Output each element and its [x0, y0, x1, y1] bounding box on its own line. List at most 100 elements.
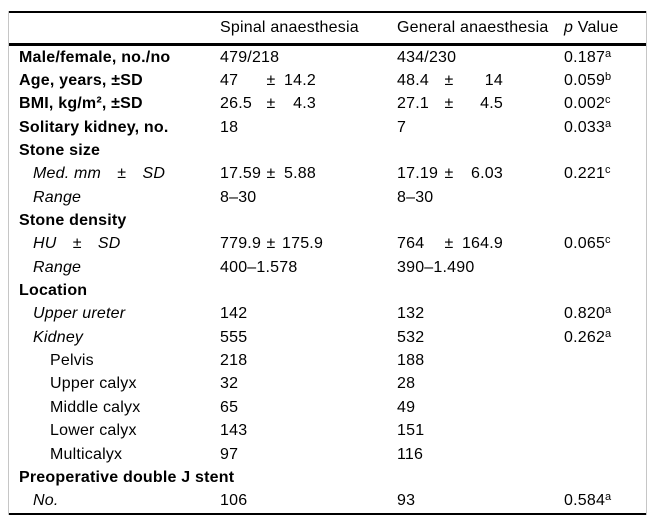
mean-value: 47 [220, 72, 239, 90]
general-anaesthesia-cell: 8–30 [397, 188, 564, 206]
row-label: Stone density [19, 212, 127, 230]
mean-value: 17.59 [220, 165, 262, 183]
row-label: Range [33, 258, 82, 276]
row-label: Age, years, ±SD [19, 72, 143, 90]
general-anaesthesia-cell: 49 [397, 398, 564, 416]
table-row: No. 106 93 0.584a [9, 490, 646, 513]
sd-value: 14 [484, 72, 503, 90]
spinal-anaesthesia-cell: 218 [220, 353, 397, 369]
p-value: 0.221 [564, 165, 606, 183]
p-value-cell: 0.584a [564, 491, 646, 510]
cell-value: 93 [397, 492, 416, 510]
mean-value: 27.1 [397, 95, 429, 113]
p-value: 0.262 [564, 328, 606, 346]
mean-value: 764 [397, 235, 425, 253]
plus-minus-symbol: ± [444, 95, 454, 113]
p-value-italic-p: p [564, 19, 574, 36]
p-value-footnote-marker: a [605, 327, 612, 340]
row-label: Location [19, 282, 88, 300]
p-value-cell: 0.059b [564, 71, 646, 90]
row-label: Range [33, 188, 82, 206]
general-anaesthesia-cell: 764 ±164.9 [397, 236, 564, 252]
row-label: HU ± SD [33, 235, 121, 253]
table-row: Upper ureter 142 132 0.820a [9, 303, 646, 326]
p-value: 0.187 [564, 48, 606, 66]
row-label: Solitary kidney, no. [19, 118, 169, 136]
general-anaesthesia-cell: 434/230 [397, 49, 564, 66]
mean-value: 26.5 [220, 95, 252, 113]
spinal-anaesthesia-cell: 32 [220, 376, 397, 392]
table-row: HU ± SD 779.9 ±175.9 764 ±164.9 0.065c [9, 233, 646, 256]
general-anaesthesia-cell: 48.4 ±14 [397, 73, 564, 89]
general-anaesthesia-cell: 28 [397, 376, 564, 392]
p-value-cell: 0.820a [564, 304, 646, 323]
spinal-anaesthesia-cell: 18 [220, 118, 397, 136]
header-spinal-anaesthesia: Spinal anaesthesia [220, 19, 359, 36]
p-value-cell: 0.033a [564, 117, 646, 136]
cell-value: 7 [397, 118, 407, 136]
header-p-value: p Value [564, 20, 646, 36]
spinal-anaesthesia-cell: 779.9 ±175.9 [220, 236, 397, 252]
table-row: Pelvis 218 188 [9, 349, 646, 372]
table-row: Med. mm ± SD 17.59 ±5.88 17.19 ±6.03 0.221… [9, 163, 646, 186]
cell-value: 555 [220, 328, 248, 346]
row-label: No. [33, 492, 59, 510]
row-label: Upper calyx [50, 375, 137, 393]
row-label: Pelvis [50, 352, 94, 370]
p-value-cell: 0.002c [564, 94, 646, 113]
general-anaesthesia-cell: 93 [397, 493, 564, 509]
p-value: 0.065 [564, 235, 606, 253]
comparison-table: Spinal anaesthesia General anaesthesia p… [8, 11, 647, 515]
general-anaesthesia-cell: 532 [397, 329, 564, 346]
general-anaesthesia-cell: 27.1 ±4.5 [397, 96, 564, 112]
general-anaesthesia-cell: 7 [397, 118, 564, 136]
row-label: Male/female, no./no [19, 48, 171, 66]
sd-value: 175.9 [282, 235, 324, 253]
cell-value: 65 [220, 398, 239, 416]
cell-value: 390–1.490 [397, 258, 475, 276]
table-row: Range 8–30 8–30 [9, 186, 646, 209]
cell-value: 49 [397, 398, 416, 416]
cell-value: 479/218 [220, 48, 280, 66]
p-value-cell: 0.221c [564, 165, 646, 183]
plus-minus-symbol: ± [266, 95, 276, 113]
p-value: 0.820 [564, 305, 606, 323]
p-value: 0.002 [564, 95, 606, 113]
table-body: Male/female, no./no 479/218 434/230 0.18… [9, 46, 646, 513]
cell-value: 106 [220, 492, 248, 510]
table-row: Male/female, no./no 479/218 434/230 0.18… [9, 46, 646, 69]
row-label: Lower calyx [50, 422, 137, 440]
plus-minus-symbol: ± [266, 72, 276, 90]
cell-value: 8–30 [220, 188, 257, 206]
p-value-footnote-marker: c [605, 234, 611, 247]
spinal-anaesthesia-cell: 26.5 ±4.3 [220, 96, 397, 112]
p-value-footnote-marker: a [605, 491, 612, 504]
table-header: Spinal anaesthesia General anaesthesia p… [9, 13, 646, 46]
plus-minus-symbol: ± [444, 165, 454, 183]
p-value: 0.033 [564, 118, 606, 136]
spinal-anaesthesia-cell: 106 [220, 493, 397, 509]
p-value-footnote-marker: a [605, 304, 612, 317]
p-value-footnote-marker: a [605, 47, 612, 60]
row-label: Upper ureter [33, 305, 126, 323]
p-value-footnote-marker: c [605, 94, 611, 107]
table: Spinal anaesthesia General anaesthesia p… [9, 11, 646, 515]
general-anaesthesia-cell: 132 [397, 306, 564, 322]
p-value: 0.584 [564, 492, 606, 510]
spinal-anaesthesia-cell: 65 [220, 398, 397, 416]
sd-value: 14.2 [284, 72, 316, 90]
cell-value: 151 [397, 422, 425, 440]
general-anaesthesia-cell: 390–1.490 [397, 258, 564, 276]
cell-value: 18 [220, 118, 239, 136]
cell-value: 8–30 [397, 188, 434, 206]
p-value-footnote-marker: b [605, 71, 612, 84]
p-value-rest: Value [573, 19, 619, 36]
p-value-footnote-marker: a [605, 117, 612, 130]
table-row: Stone density [9, 209, 646, 232]
spinal-anaesthesia-cell: 142 [220, 306, 397, 322]
sd-value: 5.88 [284, 165, 316, 183]
row-label: Kidney [33, 328, 84, 346]
mean-value: 779.9 [220, 235, 262, 253]
p-value: 0.059 [564, 72, 606, 90]
general-anaesthesia-cell: 151 [397, 423, 564, 439]
